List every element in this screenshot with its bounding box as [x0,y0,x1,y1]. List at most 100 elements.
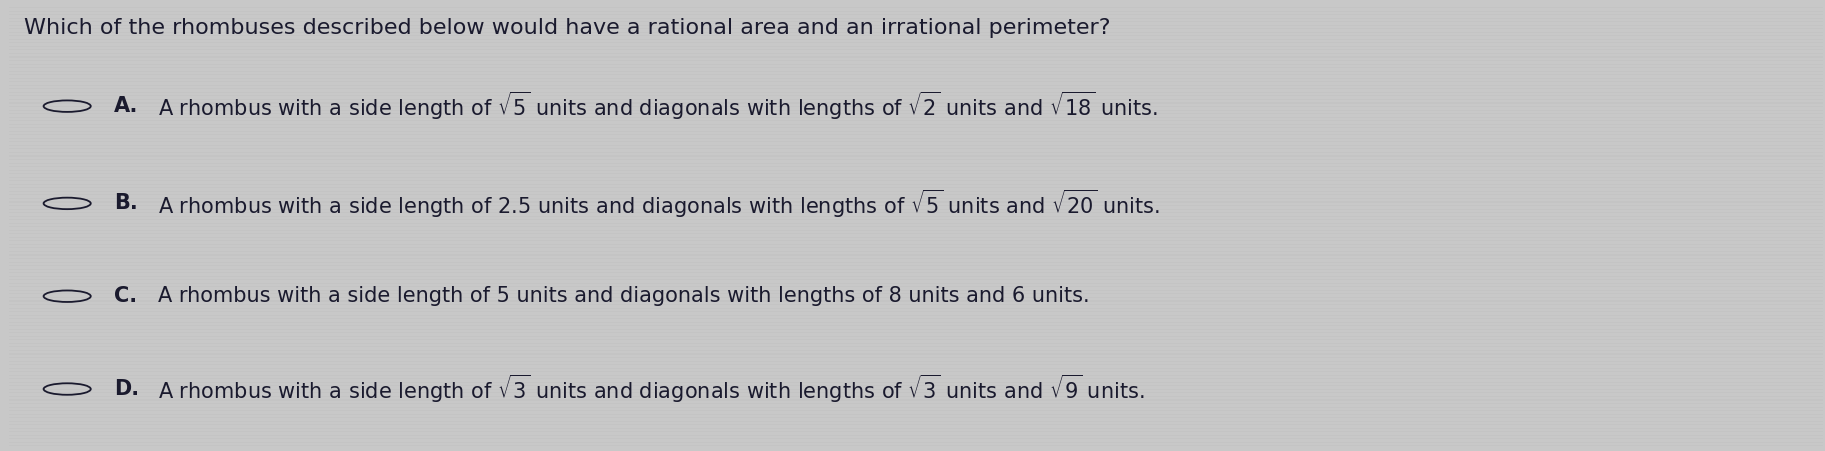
Bar [9,7,1823,8]
Bar [9,424,1823,425]
Bar [9,166,1823,167]
Bar [9,311,1823,312]
Bar [9,339,1823,341]
Bar [9,173,1823,174]
Bar [9,53,1823,54]
Bar [9,223,1823,224]
Bar [9,431,1823,433]
Bar [9,233,1823,235]
Bar [9,315,1823,316]
Bar [9,102,1823,104]
Bar [9,191,1823,192]
Bar [9,290,1823,291]
Text: Which of the rhombuses described below would have a rational area and an irratio: Which of the rhombuses described below w… [24,18,1110,38]
Bar [9,251,1823,252]
Bar [9,442,1823,443]
Bar [9,230,1823,231]
Bar [9,378,1823,379]
Text: A rhombus with a side length of 5 units and diagonals with lengths of 8 units an: A rhombus with a side length of 5 units … [159,286,1090,306]
Bar [9,368,1823,369]
Bar [9,389,1823,390]
Bar [9,159,1823,160]
Bar [9,417,1823,418]
Bar [9,50,1823,51]
Bar [9,28,1823,29]
Bar [9,21,1823,22]
Text: A.: A. [115,96,139,116]
Bar [9,25,1823,26]
Bar [9,71,1823,72]
Bar [9,152,1823,153]
Bar [9,297,1823,298]
Bar [9,329,1823,330]
Bar [9,205,1823,206]
Bar [9,184,1823,185]
Bar [9,81,1823,82]
Bar [9,141,1823,143]
Bar [9,194,1823,195]
Bar [9,120,1823,121]
Bar [9,219,1823,220]
Bar [9,127,1823,128]
Bar [9,435,1823,436]
Bar [9,265,1823,266]
Bar [9,304,1823,305]
Bar [9,438,1823,439]
Bar [9,410,1823,411]
Bar [9,177,1823,178]
Bar [9,131,1823,132]
Bar [9,145,1823,146]
Bar [9,78,1823,79]
Bar [9,318,1823,319]
Text: A rhombus with a side length of 2.5 units and diagonals with lengths of $\sqrt{5: A rhombus with a side length of 2.5 unit… [159,187,1161,220]
Bar [9,226,1823,227]
Bar [9,396,1823,397]
Bar [9,343,1823,344]
Bar [9,283,1823,284]
Bar [9,10,1823,12]
Bar [9,35,1823,37]
Text: D.: D. [115,379,139,399]
Bar [9,322,1823,323]
Bar [9,364,1823,365]
Bar [9,32,1823,33]
Bar [9,92,1823,93]
Bar [9,85,1823,86]
Bar [9,403,1823,404]
Bar [9,258,1823,259]
Bar [9,99,1823,100]
Bar [9,286,1823,287]
Bar [9,272,1823,273]
Bar [9,336,1823,337]
Bar [9,14,1823,15]
Bar [9,162,1823,164]
Bar [9,134,1823,135]
Bar [9,42,1823,43]
Bar [9,392,1823,393]
Bar [9,294,1823,295]
Bar [9,208,1823,210]
Bar [9,180,1823,181]
Bar [9,88,1823,89]
Bar [9,382,1823,383]
Bar [9,375,1823,376]
Bar [9,244,1823,245]
Bar [9,360,1823,362]
Bar [9,276,1823,277]
Bar [9,332,1823,333]
Bar [9,138,1823,139]
Bar [9,39,1823,40]
Bar [9,95,1823,97]
Text: C.: C. [115,286,137,306]
Bar [9,269,1823,270]
Bar [9,198,1823,199]
Bar [9,254,1823,256]
Text: A rhombus with a side length of $\sqrt{5}$ units and diagonals with lengths of $: A rhombus with a side length of $\sqrt{5… [159,90,1157,122]
Bar [9,300,1823,302]
Bar [9,46,1823,47]
Bar [9,325,1823,326]
Bar [9,248,1823,249]
Bar [9,237,1823,238]
Bar [9,148,1823,149]
Bar [9,113,1823,114]
